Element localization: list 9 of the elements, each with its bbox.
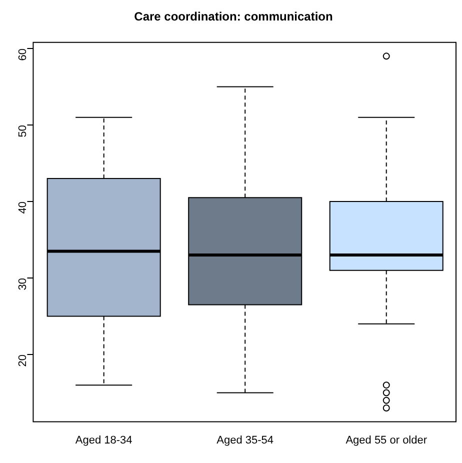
chart-title: Care coordination: communication (134, 10, 333, 24)
y-tick-label: 50 (17, 125, 30, 138)
y-tick-label: 60 (17, 48, 30, 61)
y-tick-label: 40 (17, 202, 30, 214)
y-tick-label: 20 (17, 354, 30, 367)
x-tick-label: Aged 35-54 (216, 434, 274, 446)
x-tick-label: Aged 18-34 (75, 434, 132, 446)
x-tick-label: Aged 55 or older (346, 434, 428, 446)
y-tick-label: 30 (17, 278, 30, 290)
